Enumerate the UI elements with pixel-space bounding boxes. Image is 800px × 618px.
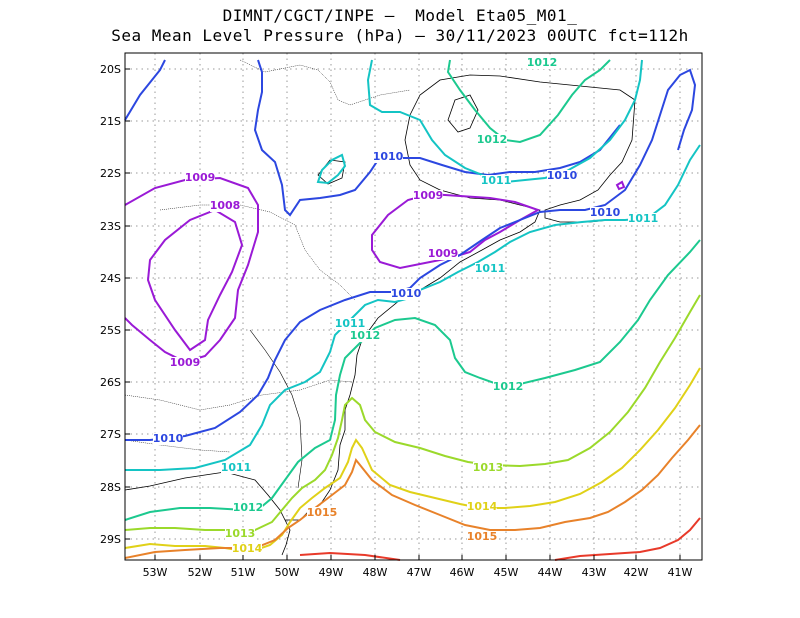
isobar-label-1011: 1011 <box>628 212 659 225</box>
lon-tick-label: 46W <box>450 566 475 579</box>
lat-tick-label: 26S <box>100 376 121 389</box>
lon-tick-label: 41W <box>668 566 693 579</box>
isobar-label-background <box>350 330 380 342</box>
chart-title-line1: DIMNT/CGCT/INPE – Model Eta05_M01_ <box>222 6 578 25</box>
isobar-1014 <box>124 367 701 554</box>
geography-outlines <box>124 59 636 556</box>
isobar-label-background <box>473 462 503 474</box>
isobar-label-background <box>590 207 620 219</box>
lon-tick-label: 52W <box>188 566 213 579</box>
isobar-label-1015: 1015 <box>467 530 498 543</box>
isobar-label-background <box>232 543 262 555</box>
isobar-label-1010: 1010 <box>153 432 184 445</box>
lon-tick-label: 42W <box>624 566 649 579</box>
isobar-label-1010: 1010 <box>590 206 621 219</box>
isobar-label-background <box>170 357 200 369</box>
isobar-label-background <box>628 213 658 225</box>
isobar-label-1015: 1015 <box>307 506 338 519</box>
closed-1011-cell <box>316 153 347 185</box>
lon-tick-label: 49W <box>319 566 344 579</box>
isobar-label-background <box>221 462 251 474</box>
isobar-label-1010: 1010 <box>547 169 578 182</box>
lat-tick-label: 25S <box>100 324 121 337</box>
isobar-label-background <box>481 175 511 187</box>
isobar-label-background <box>210 200 240 212</box>
isobar-label-background <box>225 528 255 540</box>
isobars <box>124 59 701 561</box>
isobar-label-background <box>335 318 365 330</box>
isobar-label-1011: 1011 <box>481 174 512 187</box>
lon-tick-label: 43W <box>582 566 607 579</box>
plot-frame <box>124 52 703 561</box>
state-border <box>124 59 411 453</box>
isobar-1015 <box>124 424 701 559</box>
lon-tick-label: 47W <box>407 566 432 579</box>
country-border <box>249 329 303 489</box>
isobar-label-1012: 1012 <box>527 56 558 69</box>
isobar-1016 <box>299 517 701 561</box>
isobar-label-background <box>391 288 421 300</box>
lat-tick-label: 22S <box>100 167 121 180</box>
isobar-label-background <box>493 381 523 393</box>
isobar-label-1013: 1013 <box>225 527 256 540</box>
isobar-label-1009: 1009 <box>170 356 201 369</box>
lat-tick-label: 24S <box>100 272 121 285</box>
isobar-label-background <box>413 190 443 202</box>
isobar-label-background <box>307 507 337 519</box>
isobar-label-1009: 1009 <box>185 171 216 184</box>
lat-tick-label: 23S <box>100 220 121 233</box>
lat-tick-label: 27S <box>100 428 121 441</box>
coastline <box>124 74 636 556</box>
isobar-label-background <box>477 134 507 146</box>
lake <box>447 94 479 133</box>
longitude-ticks: 53W 52W 51W 50W 49W 48W 47W 46W 45W 44W 43W 42W 41W <box>143 555 693 579</box>
lon-tick-label: 48W <box>363 566 388 579</box>
isobar-label-background <box>428 248 458 260</box>
isobar-label-1008: 1008 <box>210 199 241 212</box>
isobar-labels: 1008 1009 1009 1009 1009 1010 1010 1010 1010 1010… <box>153 56 659 555</box>
isobar-label-1011: 1011 <box>221 461 252 474</box>
latitude-ticks: 20S 21S 22S 23S 24S 25S 26S 27S 28S 29S <box>100 63 130 546</box>
isobar-label-1012: 1012 <box>350 329 381 342</box>
isobar-label-1014: 1014 <box>232 542 263 555</box>
isobar-label-background <box>527 57 557 69</box>
lat-tick-label: 20S <box>100 63 121 76</box>
isobar-1013 <box>124 294 701 531</box>
isobar-label-background <box>373 151 403 163</box>
isobar-label-1012: 1012 <box>493 380 524 393</box>
isobar-label-background <box>467 501 497 513</box>
lat-lon-grid <box>125 53 702 560</box>
lon-tick-label: 50W <box>275 566 300 579</box>
isobar-label-1009: 1009 <box>413 189 444 202</box>
lon-tick-label: 53W <box>143 566 168 579</box>
small-closed-contours <box>316 153 626 191</box>
isobar-label-1014: 1014 <box>467 500 498 513</box>
isobar-label-1010: 1010 <box>391 287 422 300</box>
isobar-label-background <box>233 502 263 514</box>
isobar-label-background <box>467 531 497 543</box>
isobar-label-background <box>185 172 215 184</box>
lat-tick-label: 29S <box>100 533 121 546</box>
isobar-label-background <box>547 170 577 182</box>
chart-title-line2: Sea Mean Level Pressure (hPa) – 30/11/20… <box>111 26 689 45</box>
isobar-label-1011: 1011 <box>335 317 366 330</box>
isobar-label-1013: 1013 <box>473 461 504 474</box>
isobar-1012 <box>124 59 701 521</box>
closed-1009-cell <box>615 180 626 191</box>
lon-tick-label: 51W <box>231 566 256 579</box>
lon-tick-label: 45W <box>494 566 519 579</box>
isobar-1008 <box>146 208 244 352</box>
isobar-label-1012: 1012 <box>233 501 264 514</box>
isobar-label-1009: 1009 <box>428 247 459 260</box>
lat-tick-label: 21S <box>100 115 121 128</box>
lat-tick-label: 28S <box>100 481 121 494</box>
isobar-label-background <box>153 433 183 445</box>
isobar-label-1010: 1010 <box>373 150 404 163</box>
isobar-label-background <box>475 263 505 275</box>
isobar-label-1011: 1011 <box>475 262 506 275</box>
lon-tick-label: 44W <box>538 566 563 579</box>
isobar-label-1012: 1012 <box>477 133 508 146</box>
